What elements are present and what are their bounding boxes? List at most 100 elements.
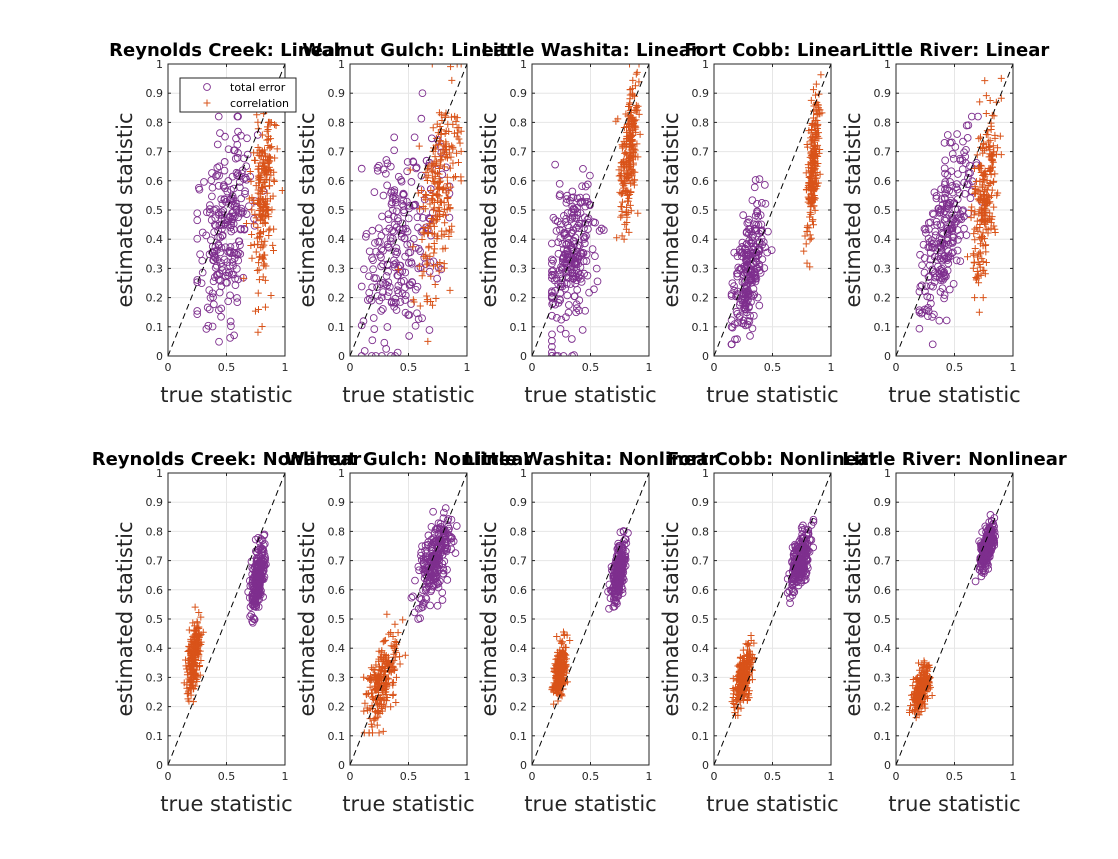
reference-line [531, 63, 650, 357]
x-tick-label: 0 [893, 361, 900, 374]
data-point [552, 688, 560, 696]
y-tick-label: 0.6 [146, 175, 164, 188]
data-point [753, 293, 762, 302]
data-point [797, 566, 806, 575]
data-point [427, 535, 436, 544]
data-point [942, 272, 950, 281]
data-point [372, 661, 380, 669]
data-point [561, 644, 569, 652]
data-point [388, 206, 397, 215]
data-point [974, 163, 982, 171]
data-point [418, 314, 426, 323]
data-point [739, 292, 748, 300]
data-point [983, 186, 991, 194]
data-point [255, 578, 263, 587]
data-point [252, 567, 261, 576]
data-point [436, 157, 444, 165]
data-point [206, 208, 214, 217]
data-point [420, 267, 428, 275]
y-tick-label: 0.7 [874, 146, 892, 159]
data-point [447, 534, 455, 543]
data-point [986, 179, 994, 187]
data-point [924, 273, 933, 281]
data-point [426, 252, 434, 260]
data-point [556, 325, 565, 333]
data-point [383, 697, 391, 705]
data-point [411, 576, 419, 585]
data-point [210, 206, 219, 215]
data-point [450, 174, 458, 182]
data-point [734, 691, 742, 699]
data-point [261, 219, 269, 227]
y-tick-label: 0.6 [328, 584, 346, 597]
data-point [234, 169, 242, 178]
data-point [359, 317, 368, 326]
data-point [250, 563, 259, 571]
data-point [625, 228, 633, 236]
data-point [371, 352, 380, 356]
data-point [552, 227, 561, 235]
data-point [381, 703, 389, 711]
x-axis-label: true statistic [888, 383, 1020, 407]
data-point [404, 214, 413, 223]
data-point [618, 177, 626, 185]
data-point [734, 705, 742, 713]
data-point [411, 285, 420, 294]
data-point [803, 555, 812, 564]
data-point [389, 633, 397, 641]
data-point [571, 233, 580, 242]
data-point [739, 646, 747, 654]
data-point [225, 261, 234, 270]
data-point [970, 230, 978, 238]
data-point [205, 305, 214, 314]
data-point [964, 209, 973, 218]
data-point [378, 352, 386, 356]
data-point [254, 305, 262, 313]
y-tick-label: 0.9 [328, 87, 346, 100]
data-point [976, 133, 984, 141]
data-point [812, 116, 820, 124]
data-point [568, 187, 577, 196]
data-point [553, 632, 561, 640]
data-point [263, 189, 271, 197]
data-point [255, 196, 263, 204]
data-point [452, 522, 461, 530]
data-point [928, 209, 937, 218]
data-point [631, 176, 639, 184]
data-point [430, 177, 438, 185]
data-point [624, 209, 632, 217]
y-tick-label: 0.7 [510, 555, 528, 568]
data-point [247, 177, 255, 185]
y-tick-label: 0.3 [510, 671, 528, 684]
data-point [248, 595, 257, 604]
data-point [368, 694, 376, 702]
data-point [246, 603, 255, 611]
data-point [423, 567, 432, 576]
data-point [368, 336, 377, 345]
data-point [994, 144, 1002, 152]
data-point [973, 217, 981, 225]
y-tick-label: 0.2 [146, 292, 164, 305]
data-point [373, 163, 382, 172]
data-point [258, 131, 266, 139]
data-point [788, 558, 796, 567]
data-point [752, 264, 761, 273]
data-point [261, 276, 269, 284]
data-point [557, 639, 565, 647]
data-point [370, 274, 378, 282]
data-point [261, 178, 269, 186]
data-point [401, 268, 410, 277]
data-point [442, 227, 450, 235]
data-point [619, 527, 628, 536]
data-point [978, 235, 986, 243]
x-tick-label: 1 [828, 770, 835, 783]
data-point [615, 555, 624, 564]
data-point [447, 228, 455, 236]
data-point [189, 667, 197, 675]
data-point [258, 159, 266, 167]
data-point [966, 169, 974, 177]
data-point [733, 287, 742, 296]
data-point [364, 296, 372, 304]
data-point [558, 274, 567, 283]
data-point [367, 720, 375, 728]
